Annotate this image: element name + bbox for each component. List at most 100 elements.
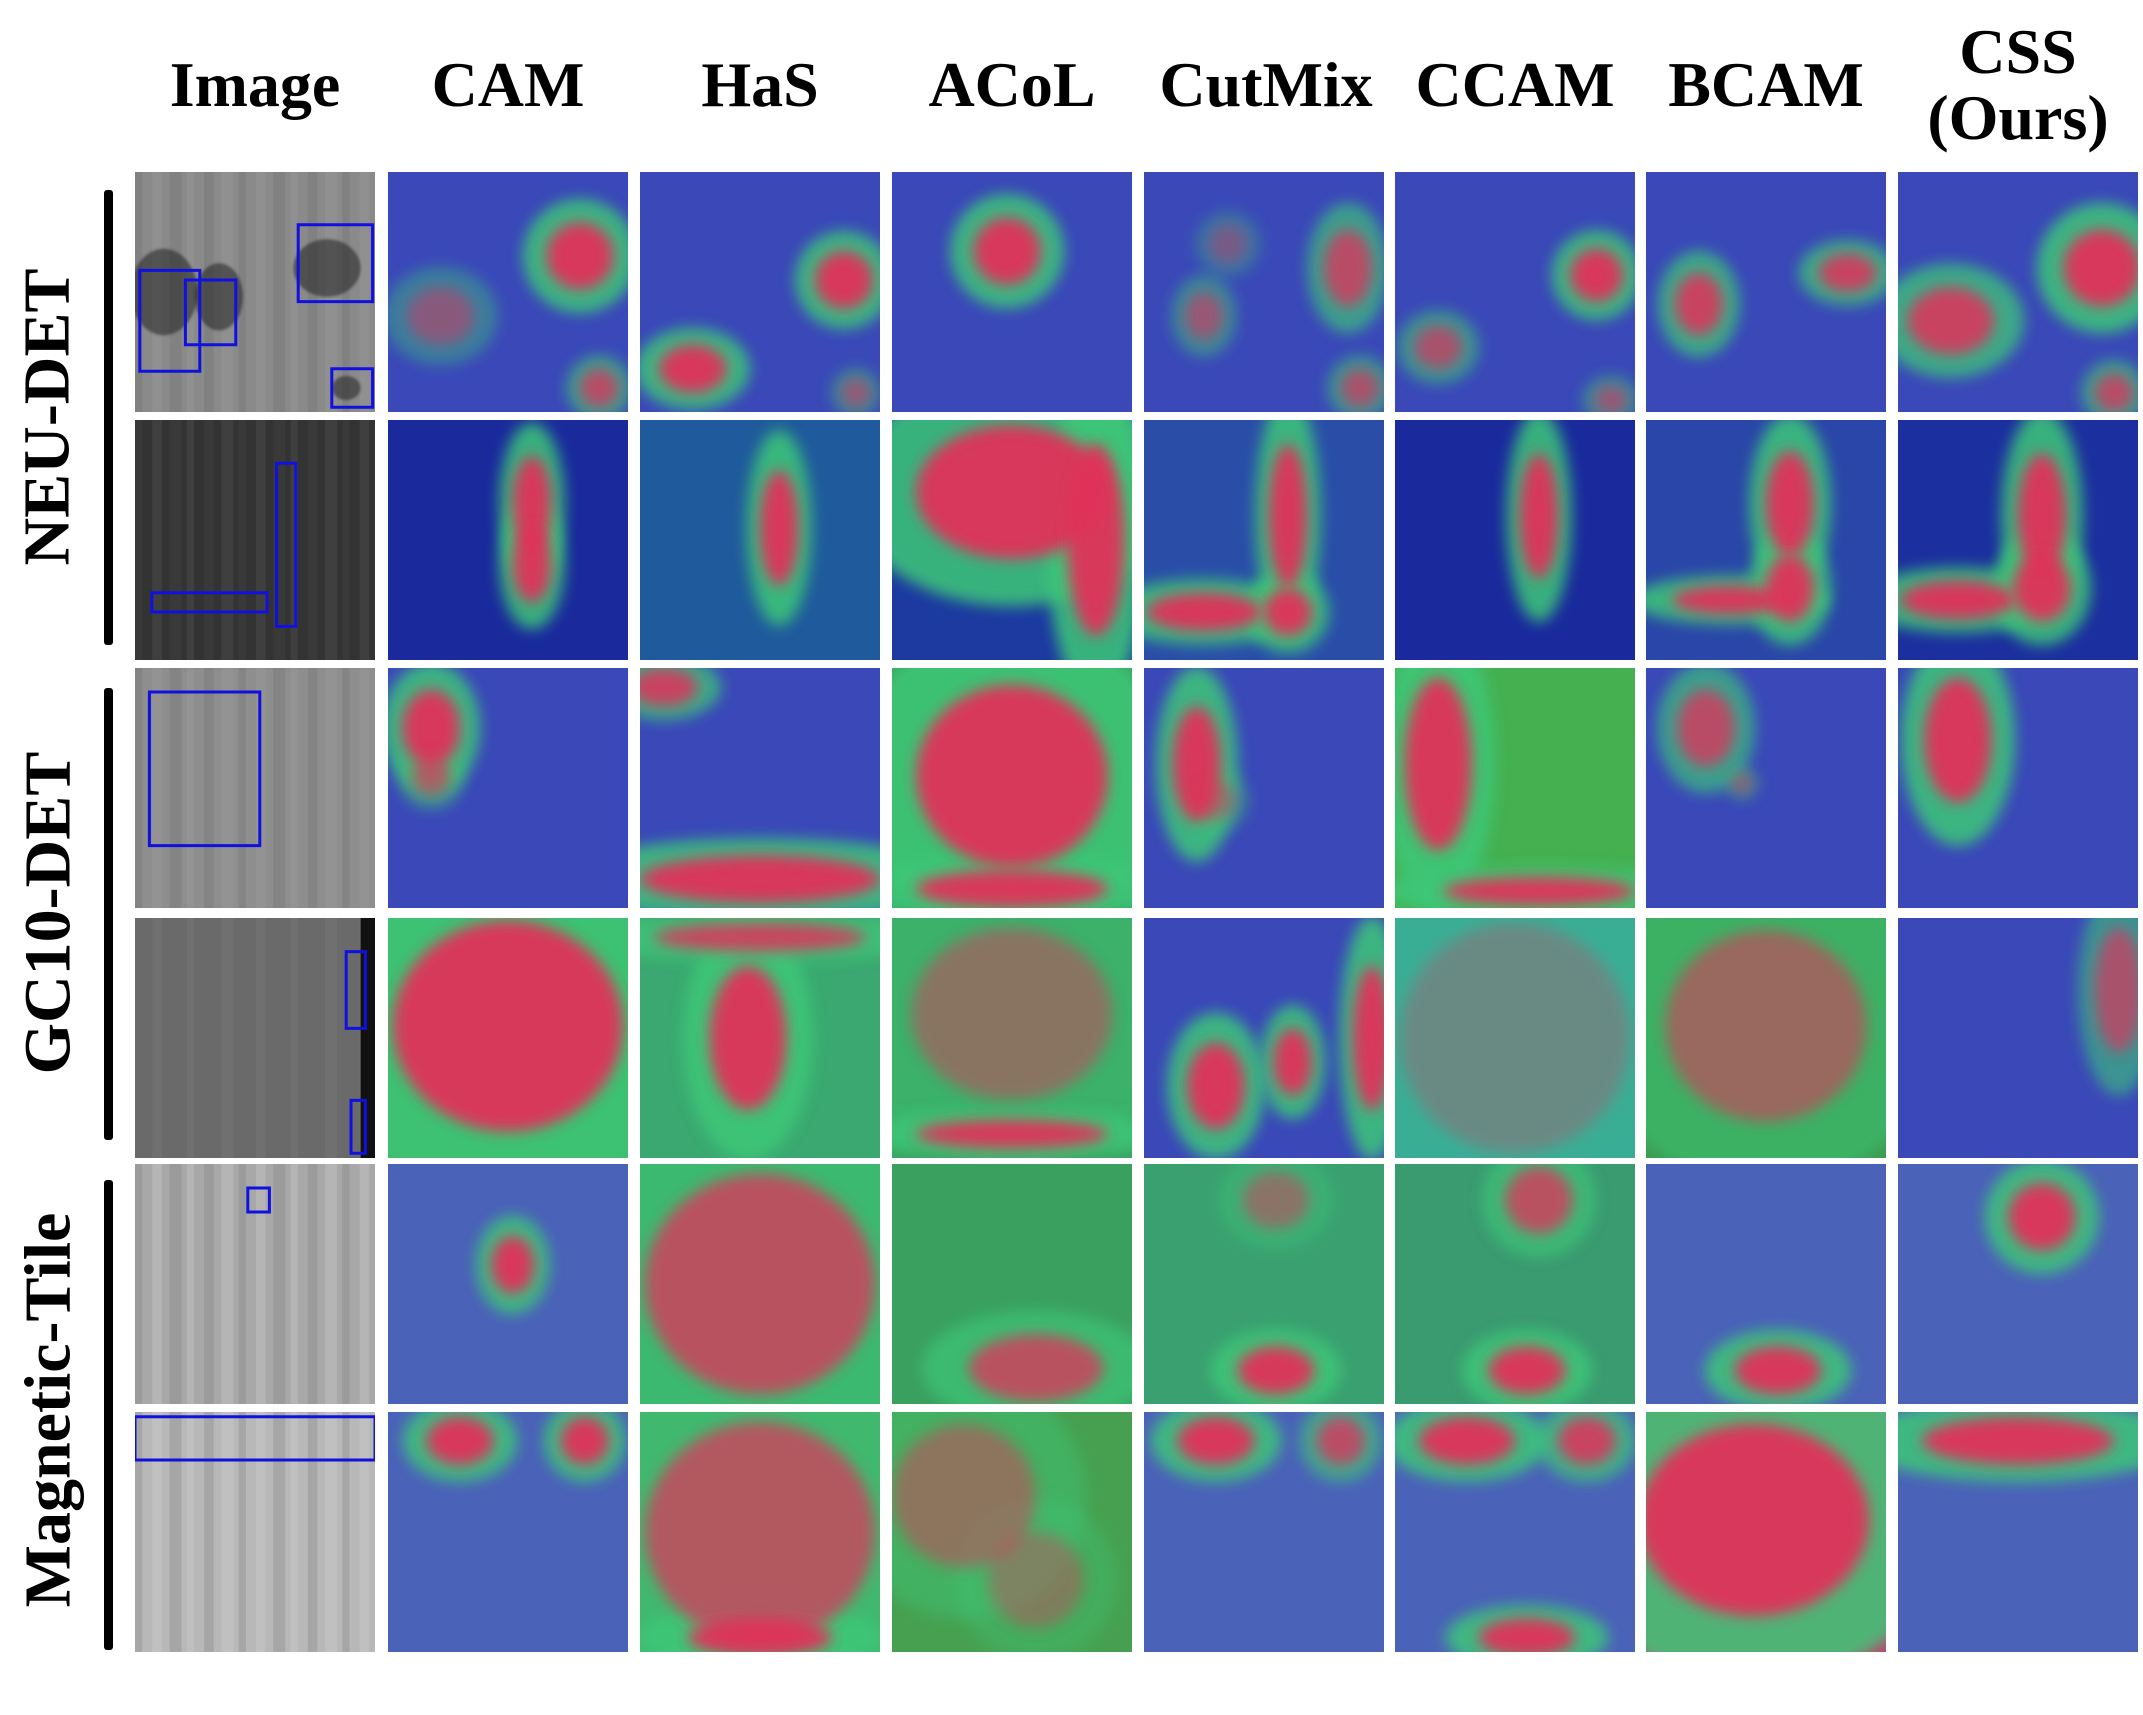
defect-region [293, 239, 361, 297]
image-texture [255, 918, 266, 1158]
heatmap-graphic [1646, 172, 1886, 412]
source-image-row-2 [135, 668, 375, 908]
cam-heatmap-row-5 [388, 1412, 628, 1652]
activation-peak [1479, 1618, 1575, 1652]
activation-peak [916, 869, 1108, 908]
ground-truth-box [351, 1100, 365, 1153]
activation-peak [560, 1416, 609, 1465]
source-image-graphic [135, 1164, 375, 1404]
activation-peak [1674, 272, 1723, 336]
image-texture [186, 918, 195, 1158]
image-texture [359, 172, 370, 412]
activation-peak [1177, 1416, 1255, 1465]
column-header-has: HaS [701, 49, 819, 120]
image-texture [169, 668, 182, 908]
image-texture [359, 420, 370, 660]
activation-peak [1268, 444, 1308, 588]
image-texture [135, 918, 143, 1158]
acol-heatmap-row-3 [892, 918, 1132, 1158]
cutmix-heatmap-row-5 [1144, 1412, 1384, 1652]
heatmap-graphic [1395, 1412, 1635, 1652]
image-texture [135, 1164, 143, 1404]
image-texture [152, 420, 162, 660]
column-header-bcam: BCAM [1668, 49, 1864, 120]
activation-peak [1922, 1416, 2114, 1465]
activation-peak [1594, 385, 1628, 412]
image-texture [273, 918, 286, 1158]
activation-peak [1732, 773, 1752, 793]
image-texture [342, 172, 350, 412]
image-texture [204, 420, 214, 660]
activation-peak [892, 1424, 1036, 1568]
image-texture [273, 420, 286, 660]
ccam-heatmap-row-3 [1395, 918, 1635, 1158]
css-heatmap-row-2 [1898, 668, 2138, 908]
ground-truth-box [140, 270, 200, 371]
image-edge [360, 918, 375, 1158]
image-texture [290, 918, 298, 1158]
heatmap-graphic [1646, 1164, 1886, 1404]
ground-truth-box [277, 463, 296, 626]
image-texture [169, 1412, 182, 1652]
has-heatmap-row-3 [640, 918, 880, 1158]
heatmap-graphic [388, 420, 628, 660]
image-texture [186, 668, 195, 908]
image-texture [238, 668, 246, 908]
cutmix-heatmap-row-1 [1144, 420, 1384, 660]
heatmap-graphic [1898, 172, 2138, 412]
image-texture [290, 1412, 298, 1652]
activation-peak [644, 1173, 876, 1395]
heatmap-graphic [1898, 668, 2138, 908]
activation-peak [2094, 373, 2134, 412]
activation-peak [2063, 229, 2138, 307]
activation-peak [1766, 451, 1814, 557]
ccam-heatmap-row-4 [1395, 1164, 1635, 1404]
image-texture [238, 420, 246, 660]
image-background [135, 1412, 375, 1652]
activation-peak [1067, 444, 1125, 636]
css-heatmap-row-3 [1898, 918, 2138, 1158]
image-texture [135, 420, 143, 660]
image-texture [152, 668, 162, 908]
image-texture [221, 420, 234, 660]
activation-peak [973, 217, 1041, 285]
image-texture [290, 420, 298, 660]
ground-truth-box [248, 1188, 270, 1212]
activation-peak [640, 855, 880, 904]
cutmix-heatmap-row-2 [1144, 668, 1384, 908]
column-header-cutmix: CutMix [1159, 49, 1373, 120]
image-texture [273, 668, 286, 908]
activation-peak [1324, 229, 1372, 307]
image-texture [307, 420, 318, 660]
heatmap-graphic [640, 1164, 880, 1404]
heatmap-graphic [1395, 668, 1635, 908]
image-texture [359, 1164, 370, 1404]
activation-peak [2013, 554, 2071, 622]
source-image-graphic [135, 420, 375, 660]
image-texture [342, 420, 350, 660]
has-heatmap-row-5 [640, 1412, 880, 1652]
image-texture [204, 918, 214, 1158]
activation-peak [1900, 580, 2016, 620]
heatmap-graphic [1898, 1412, 2138, 1652]
activation-peak [1414, 325, 1463, 369]
heatmap-graphic [1646, 918, 1886, 1158]
heatmap-graphic [1144, 918, 1384, 1158]
activation-peak [1273, 1028, 1312, 1096]
image-texture [238, 1412, 246, 1652]
activation-peak [1352, 966, 1384, 1110]
image-texture [152, 918, 162, 1158]
image-texture [135, 1412, 143, 1652]
heatmap-graphic [640, 668, 880, 908]
activation-peak [402, 689, 460, 767]
column-header-css-ours: CSS (Ours) [1927, 16, 2109, 153]
acol-heatmap-row-5 [892, 1412, 1132, 1652]
image-background [135, 918, 375, 1158]
source-image-row-0 [135, 172, 375, 412]
image-texture [342, 668, 350, 908]
group-label-text: GC10-DET [11, 751, 84, 1075]
activation-peak [1924, 677, 1992, 803]
activation-peak [1187, 1042, 1245, 1130]
activation-peak [1665, 930, 1867, 1122]
activation-peak [2008, 1183, 2076, 1251]
